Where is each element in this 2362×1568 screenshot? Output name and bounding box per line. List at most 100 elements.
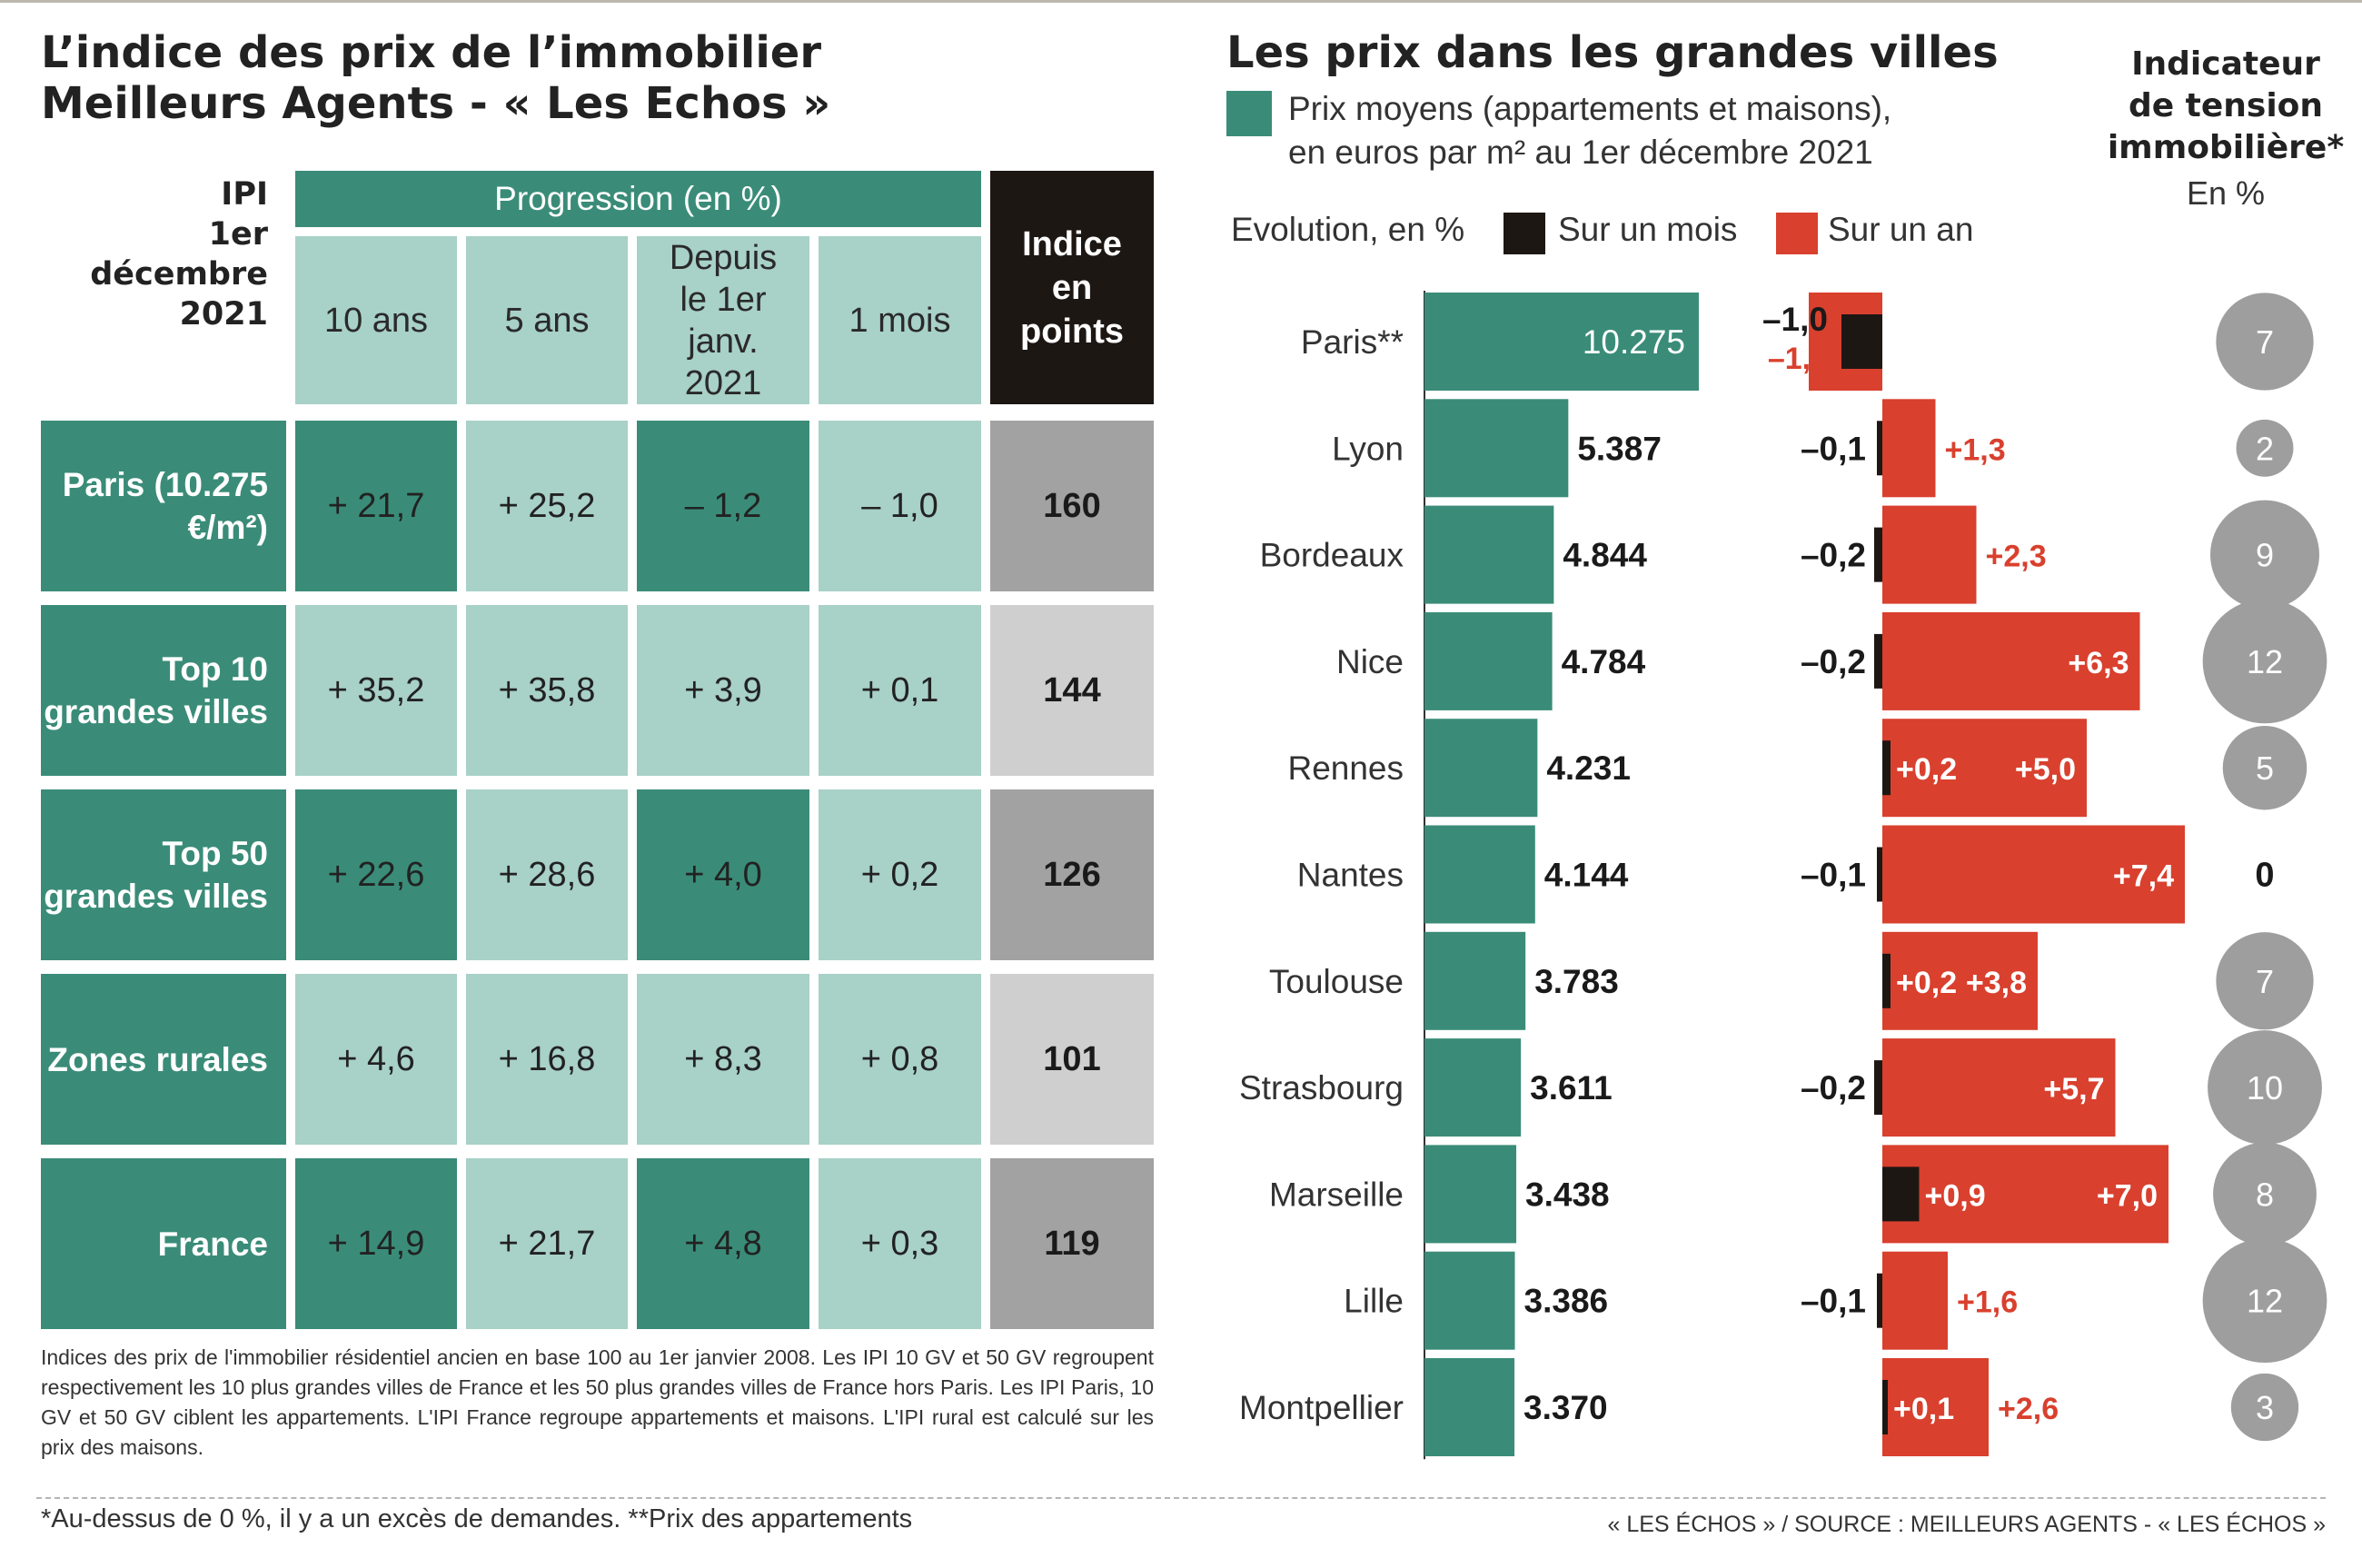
table-cell: + 35,2 (295, 605, 457, 776)
month-bar (1882, 1380, 1888, 1434)
price-label: 4.144 (1544, 857, 1629, 894)
corner-date: 1er décembre (90, 216, 268, 293)
month-label: +0,2 (1896, 966, 1957, 1000)
price-bar (1424, 719, 1538, 818)
table-cell: + 28,6 (466, 789, 628, 960)
corner-year: 2021 (179, 296, 268, 332)
price-label: 4.844 (1563, 537, 1647, 574)
year-bar (1882, 505, 1977, 604)
month-bar (1882, 953, 1891, 1008)
price-label: 4.784 (1562, 643, 1646, 680)
month-bar (1882, 1166, 1920, 1222)
tension-bubble (2222, 725, 2307, 810)
table-cell: + 14,9 (295, 1158, 457, 1329)
tension-value: 7 (2256, 323, 2274, 361)
table-cell: + 35,8 (466, 605, 628, 776)
month-label: –0,2 (1801, 643, 1866, 680)
row-header: Top 50 grandes villes (41, 789, 286, 960)
month-label: –0,2 (1801, 537, 1866, 574)
tension-value: 12 (2247, 643, 2283, 680)
table-cell: + 4,0 (637, 789, 809, 960)
bottom-note: *Au-dessus de 0 %, il y a un excès de de… (41, 1504, 913, 1533)
legend-year-text: Sur un an (1828, 211, 1974, 248)
table-cell: + 3,9 (637, 605, 809, 776)
tension-title-line1: Indicateur (2131, 45, 2320, 83)
price-bar (1424, 399, 1569, 498)
price-label: 3.386 (1524, 1283, 1609, 1320)
table-cell: + 21,7 (466, 1158, 628, 1329)
city-label: Lyon (1332, 430, 1404, 467)
tension-value: 0 (2255, 857, 2274, 895)
year-label: +1,3 (1945, 432, 2006, 467)
city-label: Lille (1344, 1283, 1404, 1320)
table-cell: + 21,7 (295, 421, 457, 591)
tension-title-line2: de tension (2128, 87, 2324, 124)
price-label: 3.370 (1523, 1389, 1608, 1426)
year-label: +3,8 (1966, 966, 2027, 1000)
price-label: 3.611 (1530, 1069, 1613, 1107)
legend-price-line1: Prix moyens (appartements et maisons), (1288, 90, 1892, 127)
tension-bubble (2236, 419, 2294, 477)
year-label: +2,3 (1986, 540, 2047, 574)
legend-month-text: Sur un mois (1558, 211, 1738, 248)
table-cell: + 8,3 (637, 974, 809, 1145)
tension-title-line3: immobilière* (2107, 129, 2345, 166)
indice-cell: 119 (990, 1158, 1154, 1329)
tension-bubble (2202, 599, 2327, 724)
city-label: Bordeaux (1260, 537, 1404, 574)
table-cell: + 4,8 (637, 1158, 809, 1329)
table-cell: + 0,2 (819, 789, 981, 960)
year-label: –1,8 (1768, 342, 1828, 376)
legend-year-swatch (1776, 213, 1818, 254)
table-cell: + 0,1 (819, 605, 981, 776)
table-cell: + 4,6 (295, 974, 457, 1145)
legend-price-swatch (1226, 91, 1272, 136)
month-label: –0,2 (1801, 1069, 1866, 1107)
year-label: +7,0 (2097, 1178, 2158, 1213)
table-cell: + 22,6 (295, 789, 457, 960)
month-bar (1841, 314, 1882, 369)
year-label: +7,4 (2113, 859, 2174, 894)
table-cell: – 1,0 (819, 421, 981, 591)
column-header-depuis: Depuis le 1er janv. 2021 (637, 236, 809, 404)
tension-bubble (2230, 1373, 2299, 1442)
month-bar (1874, 633, 1882, 689)
month-label: +0,9 (1925, 1178, 1986, 1213)
table-cell: – 1,2 (637, 421, 809, 591)
top-rule (0, 0, 2362, 3)
progression-header: Progression (en %) (295, 171, 981, 227)
month-label: +0,1 (1893, 1392, 1954, 1426)
indice-cell: 101 (990, 974, 1154, 1145)
table-title-line2: Meilleurs Agents - « Les Echos » (41, 78, 831, 129)
corner-ipi: IPI (221, 176, 268, 213)
year-bar (1882, 399, 1936, 498)
price-bar (1424, 611, 1553, 710)
year-label: +2,6 (1998, 1392, 2059, 1426)
evolution-label: Evolution, en % (1231, 211, 1465, 248)
legend-month-swatch (1504, 213, 1545, 254)
city-label: Strasbourg (1239, 1069, 1404, 1107)
price-label: 5.387 (1577, 430, 1662, 467)
month-label: –0,1 (1801, 1283, 1866, 1320)
month-bar (1874, 527, 1882, 582)
tension-title: Indicateur de tension immobilière* (2089, 44, 2362, 169)
legend-price-text: Prix moyens (appartements et maisons), e… (1288, 87, 1891, 174)
table-cell: + 16,8 (466, 974, 628, 1145)
table-cell: + 0,3 (819, 1158, 981, 1329)
column-header-1-mois: 1 mois (819, 236, 981, 404)
column-header-10-ans: 10 ans (295, 236, 457, 404)
year-bar (1882, 1251, 1948, 1350)
row-header: Top 10 grandes villes (41, 605, 286, 776)
year-label: +1,6 (1957, 1285, 2018, 1320)
price-label: 4.231 (1546, 749, 1631, 787)
table-corner-label: IPI 1er décembre 2021 (41, 174, 268, 334)
chart-title: Les prix dans les grandes villes (1226, 27, 1999, 78)
row-header: France (41, 1158, 286, 1329)
row-header: Paris (10.275 €/m²) (41, 421, 286, 591)
row-header: Zones rurales (41, 974, 286, 1145)
price-bar (1424, 825, 1535, 924)
table-footnote: Indices des prix de l'immobilier résiden… (41, 1345, 1154, 1459)
tension-value: 9 (2256, 537, 2274, 574)
year-bar (1882, 825, 2185, 924)
price-bar (1424, 505, 1554, 604)
